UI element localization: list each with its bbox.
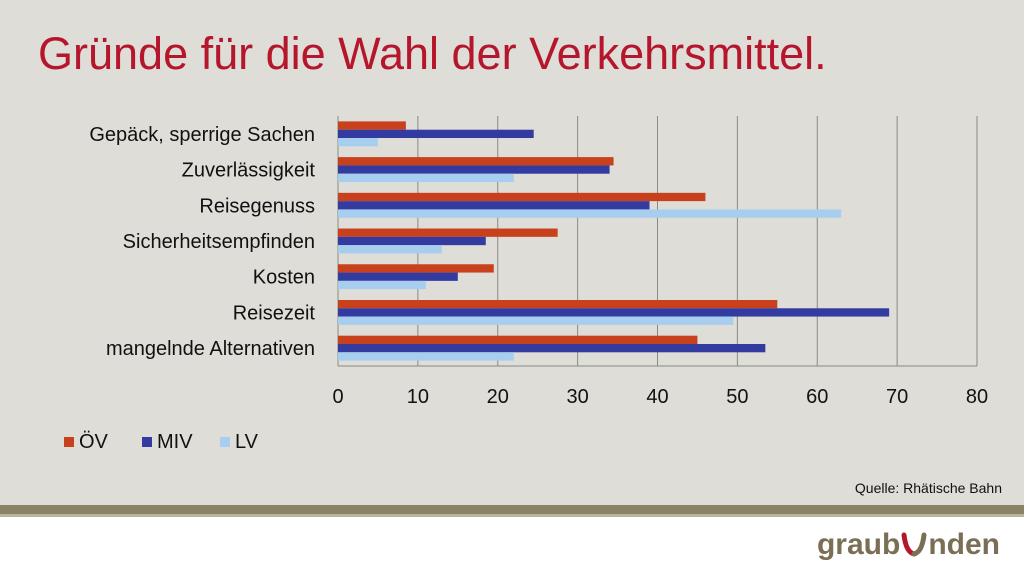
bar-MIV-5 [338,308,890,317]
bar-ÖV-3 [338,228,558,237]
x-tick-label: 20 [487,386,509,408]
bar-MIV-2 [338,201,650,210]
x-tick-label: 50 [726,386,748,408]
bar-ÖV-4 [338,264,494,273]
x-tick-label: 10 [407,386,429,408]
bar-MIV-0 [338,129,534,139]
x-tick-label: 40 [646,386,668,408]
logo-text-end: nden [928,528,1000,561]
x-tick-label: 70 [886,386,908,408]
footer-rule-thin [0,514,1024,517]
graubuenden-logo: graub nden [817,528,1000,562]
x-tick-label: 0 [332,386,343,408]
legend-swatch-ÖV [64,437,74,447]
bar-MIV-6 [338,343,766,353]
bar-MIV-1 [338,165,610,174]
bar-chart: Gepäck, sperrige Sachen Zuverlässigkeit Re… [64,116,988,453]
category-label: Gepäck, sperrige Sachen [89,124,315,146]
x-tick-label: 80 [966,386,988,408]
x-tick-label: 30 [567,386,589,408]
bar-LV-6 [338,352,514,361]
legend-swatch-LV [220,437,230,447]
legend-label: MIV [157,431,193,453]
legend-swatch-MIV [142,437,152,447]
bar-ÖV-0 [338,121,406,130]
logo-mark-icon [901,532,927,557]
bar-LV-2 [338,209,842,218]
logo-text-start: graub [816,528,901,561]
bar-ÖV-6 [338,335,698,344]
bar-LV-0 [338,138,378,147]
category-label: mangelnde Alternativen [106,338,315,360]
x-tick-label: 60 [806,386,828,408]
footer-bar [0,517,1024,576]
bar-MIV-3 [338,236,486,246]
category-label: Reisegenuss [199,195,315,217]
bar-ÖV-5 [338,299,778,309]
bar-MIV-4 [338,272,458,281]
bar-LV-4 [338,280,426,290]
legend-label: ÖV [79,431,109,453]
bar-ÖV-2 [338,192,706,202]
bar-LV-1 [338,173,514,183]
bar-LV-3 [338,245,442,254]
legend-label: LV [235,431,259,453]
source-note: Quelle: Rhätische Bahn [854,480,1002,496]
page-title: Gründe für die Wahl der Verkehrsmittel. [38,28,827,79]
category-label: Reisezeit [233,302,316,324]
category-label: Sicherheitsempfinden [123,231,315,253]
footer-rule [0,505,1024,514]
category-label: Kosten [253,267,315,289]
bar-LV-5 [338,316,734,325]
bar-ÖV-1 [338,157,614,166]
category-label: Zuverlässigkeit [182,160,316,182]
